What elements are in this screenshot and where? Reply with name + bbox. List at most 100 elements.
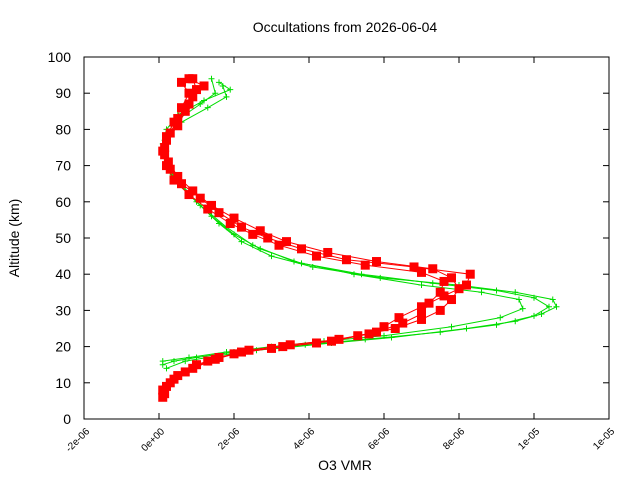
data-point bbox=[437, 329, 444, 336]
data-point bbox=[274, 240, 284, 250]
y-tick-label: 0 bbox=[63, 411, 71, 427]
data-point bbox=[546, 303, 552, 310]
x-tick-label: 2e-06 bbox=[216, 426, 242, 452]
data-point bbox=[268, 253, 275, 260]
data-point bbox=[204, 104, 211, 111]
data-point bbox=[203, 356, 213, 366]
data-point bbox=[238, 238, 245, 245]
y-tick-label: 80 bbox=[55, 121, 71, 137]
data-point bbox=[312, 251, 321, 261]
data-point bbox=[360, 260, 370, 270]
data-point bbox=[188, 186, 198, 196]
data-point bbox=[192, 85, 201, 95]
data-point bbox=[493, 321, 500, 328]
data-point bbox=[448, 323, 455, 330]
data-point bbox=[237, 222, 246, 232]
y-tick-label: 20 bbox=[55, 339, 71, 355]
data-point bbox=[229, 213, 239, 223]
data-point bbox=[173, 121, 183, 131]
data-point bbox=[447, 295, 456, 305]
data-point bbox=[342, 255, 351, 265]
data-point bbox=[195, 193, 205, 203]
data-point bbox=[249, 242, 256, 249]
data-point bbox=[493, 287, 500, 294]
data-point bbox=[417, 314, 426, 324]
data-point bbox=[519, 305, 526, 312]
data-point bbox=[225, 219, 235, 229]
data-point bbox=[180, 367, 190, 377]
data-point bbox=[255, 226, 265, 236]
data-point bbox=[212, 90, 219, 97]
chart-title: Occultations from 2026-06-04 bbox=[253, 19, 438, 35]
x-tick-label: 8e-06 bbox=[441, 426, 467, 452]
data-point bbox=[278, 342, 288, 352]
data-point bbox=[188, 363, 198, 373]
data-point bbox=[497, 314, 504, 321]
data-point bbox=[388, 334, 395, 341]
data-point bbox=[263, 233, 273, 243]
data-point bbox=[208, 75, 215, 82]
data-point bbox=[165, 164, 175, 174]
y-axis-label: Altitude (km) bbox=[6, 199, 22, 278]
data-point bbox=[390, 324, 400, 333]
data-point bbox=[323, 247, 333, 257]
data-point bbox=[553, 303, 560, 310]
data-point bbox=[439, 276, 449, 286]
data-point bbox=[462, 280, 471, 290]
data-point bbox=[244, 345, 254, 355]
data-point bbox=[237, 347, 246, 357]
data-point bbox=[163, 365, 170, 372]
x-tick-label: -2e-06 bbox=[64, 426, 93, 455]
profile-line bbox=[162, 85, 550, 369]
data-point bbox=[465, 269, 475, 279]
data-point bbox=[417, 309, 426, 319]
data-point bbox=[197, 101, 204, 108]
data-point bbox=[297, 244, 306, 254]
profile-line bbox=[162, 78, 524, 362]
profile-line bbox=[162, 78, 471, 391]
y-tick-label: 90 bbox=[55, 85, 71, 101]
data-point bbox=[364, 329, 374, 339]
data-point bbox=[516, 296, 522, 303]
data-point bbox=[160, 143, 170, 152]
data-point bbox=[379, 322, 389, 332]
data-point bbox=[435, 305, 445, 315]
data-point bbox=[173, 171, 183, 181]
data-point bbox=[188, 92, 198, 102]
x-axis-label: O3 VMR bbox=[318, 457, 372, 473]
data-point bbox=[184, 74, 194, 84]
y-tick-label: 30 bbox=[55, 302, 71, 318]
data-point bbox=[199, 81, 209, 91]
data-point bbox=[159, 358, 166, 365]
data-point bbox=[227, 86, 234, 93]
data-point bbox=[417, 267, 426, 277]
series-layer bbox=[158, 74, 560, 402]
data-point bbox=[248, 229, 258, 239]
data-point bbox=[186, 354, 192, 361]
data-point bbox=[538, 311, 545, 318]
data-point bbox=[165, 128, 175, 138]
data-point bbox=[429, 280, 436, 287]
data-point bbox=[282, 237, 291, 247]
data-point bbox=[418, 282, 425, 289]
data-point bbox=[428, 264, 438, 274]
y-tick-label: 50 bbox=[55, 230, 71, 246]
data-point bbox=[219, 82, 226, 89]
data-point bbox=[180, 106, 190, 116]
x-tick-label: 0e+00 bbox=[139, 426, 167, 454]
data-point bbox=[177, 179, 186, 189]
data-point bbox=[160, 150, 170, 160]
y-tick-label: 40 bbox=[55, 266, 71, 282]
x-tick-label: 6e-06 bbox=[366, 426, 392, 452]
data-point bbox=[163, 157, 173, 167]
data-point bbox=[177, 77, 186, 87]
data-point bbox=[285, 340, 295, 350]
x-tick-label: 4e-06 bbox=[291, 426, 317, 452]
data-point bbox=[210, 354, 220, 364]
y-tick-label: 60 bbox=[55, 194, 71, 210]
data-point bbox=[158, 385, 168, 395]
data-point bbox=[291, 258, 297, 265]
data-point bbox=[394, 313, 404, 323]
y-tick-label: 10 bbox=[55, 375, 71, 391]
